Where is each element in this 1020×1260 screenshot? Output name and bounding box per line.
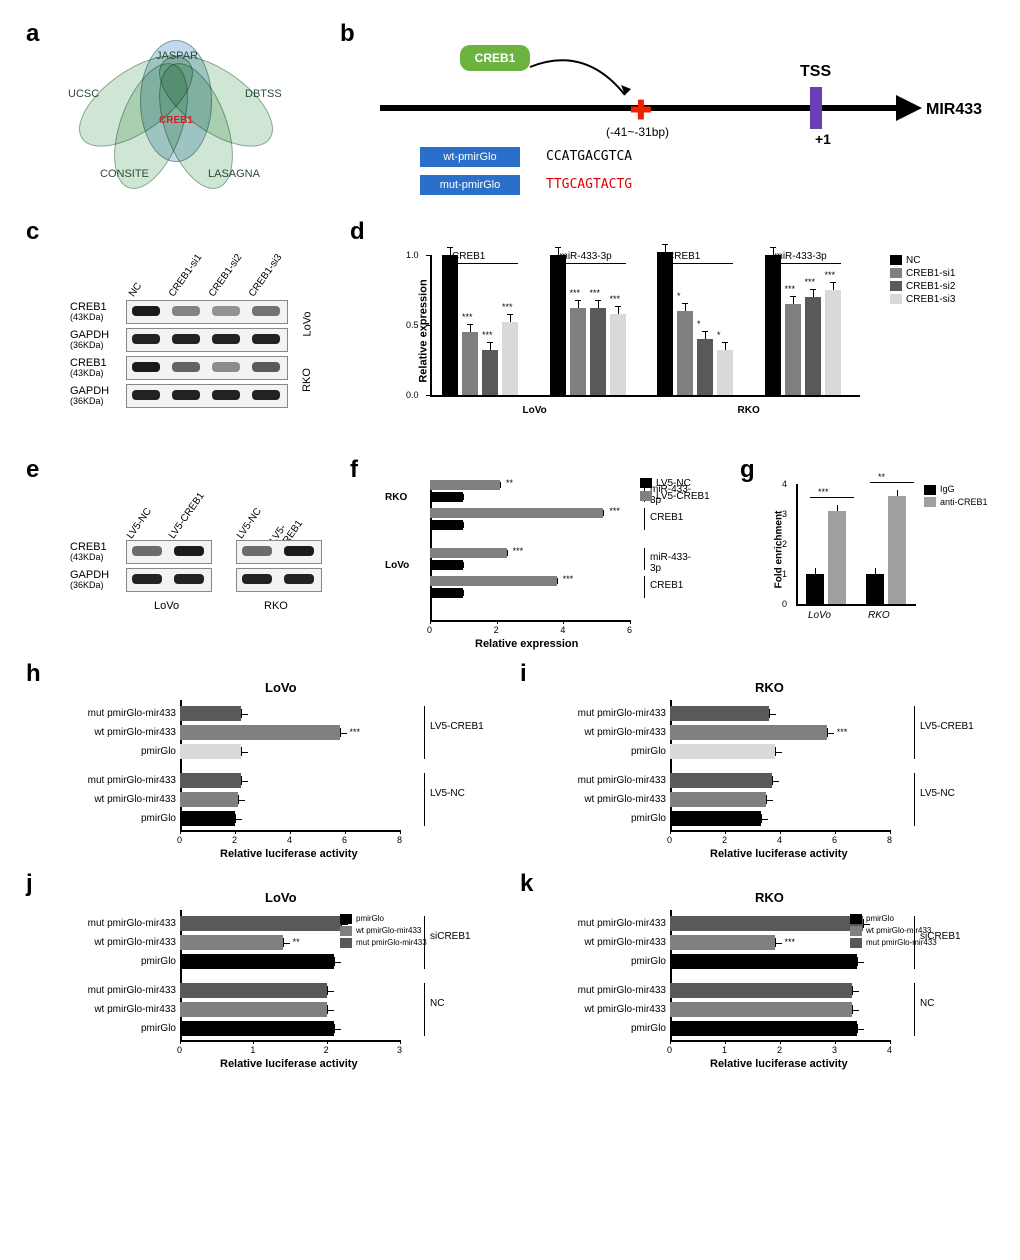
tss-mark — [810, 87, 822, 129]
label-e: e — [26, 456, 39, 484]
label-c: c — [26, 218, 39, 246]
hbar-chart-j: LoVo0123Relative luciferase activitymut … — [50, 890, 490, 1075]
legend-d: NCCREB1-si1CREB1-si2CREB1-si3 — [890, 255, 955, 307]
label-k: k — [520, 870, 533, 898]
label-f: f — [350, 456, 358, 484]
western-blot-e: LV5-NCLV5-CREB1CREB1(43KDa)GAPDH(36KDa)L… — [70, 508, 320, 638]
hbar-chart-h: LoVo02468Relative luciferase activitymut… — [50, 680, 490, 865]
figure-root: a b c d e f g h i j k JASPAR DBTSS LASAG… — [20, 20, 1000, 1240]
label-g: g — [740, 456, 755, 484]
label-a: a — [26, 20, 39, 48]
hbar-chart-k: RKO01234Relative luciferase activitymut … — [540, 890, 980, 1075]
venn-center: CREB1 — [159, 115, 193, 126]
bar-chart-g: 01234Fold enrichment***LoVo**RKOIgGanti-… — [760, 470, 980, 640]
venn-diagram: JASPAR DBTSS LASAGNA CONSITE UCSC CREB1 — [60, 40, 300, 200]
label-i: i — [520, 660, 527, 688]
label-b: b — [340, 20, 355, 48]
hbar-chart-i: RKO02468Relative luciferase activitymut … — [540, 680, 980, 865]
label-j: j — [26, 870, 33, 898]
label-d: d — [350, 218, 365, 246]
creb1-badge: CREB1 — [460, 45, 530, 71]
western-blot-c: NCCREB1-si1CREB1-si2CREB1-si3CREB1(43KDa… — [70, 270, 310, 440]
binding-site-icon: ✚ — [630, 95, 652, 126]
label-h: h — [26, 660, 41, 688]
bar-chart-d: 0.00.51.0Relative expression*********CRE… — [390, 235, 890, 435]
promoter-schematic: CREB1 ✚ TSS MIR433 (-41~-31bp) +1 wt-pmi… — [380, 45, 940, 195]
